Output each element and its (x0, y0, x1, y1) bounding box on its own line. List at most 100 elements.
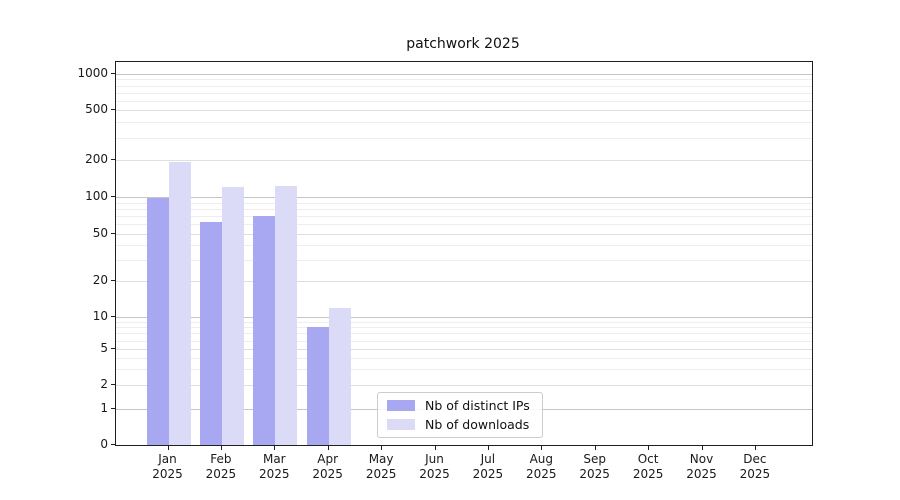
x-tick-label-line: Feb (210, 452, 232, 466)
y-tick-mark (111, 73, 115, 74)
gridline-minor (116, 79, 812, 81)
x-tick-label-apr: Apr 2025 (300, 452, 356, 482)
x-tick-label-line: Jan (158, 452, 177, 466)
x-tick-mark (594, 446, 596, 450)
x-tick-label-line: Mar (262, 452, 286, 466)
x-tick-label-may: May 2025 (353, 452, 409, 482)
x-tick-label-line: Jul (480, 452, 496, 466)
y-tick-mark (111, 109, 115, 110)
x-tick-label-line: 2025 (152, 467, 183, 481)
bar-downloads-mar (275, 185, 298, 445)
gridline-minor (116, 208, 812, 210)
x-tick-label-oct: Oct 2025 (620, 452, 676, 482)
x-tick-label-line: 2025 (579, 467, 610, 481)
y-tick-label: 50 (92, 226, 108, 240)
x-tick-label-mar: Mar 2025 (246, 452, 302, 482)
x-tick-label-aug: Aug 2025 (513, 452, 569, 482)
gridline-major (116, 110, 812, 111)
bar-downloads-feb (221, 187, 244, 445)
bar-distinct-ips-apr (306, 327, 329, 445)
gridline-minor (116, 260, 812, 262)
bar-distinct-ips-mar (253, 216, 276, 445)
bar-distinct-ips-jan (146, 197, 169, 445)
y-tick-label: 1000 (77, 66, 108, 80)
y-tick-label: 1 (100, 401, 108, 415)
y-tick-mark (111, 196, 115, 197)
chart-title: patchwork 2025 (406, 36, 520, 52)
plot-area: Nb of distinct IPs Nb of downloads (115, 61, 813, 446)
y-tick-mark (111, 280, 115, 281)
x-tick-label-dec: Dec 2025 (727, 452, 783, 482)
gridline-major (116, 234, 812, 235)
x-tick-label-jun: Jun 2025 (407, 452, 463, 482)
gridline-minor (116, 245, 812, 247)
y-tick-mark (111, 233, 115, 234)
gridline-minor (116, 357, 812, 359)
gridline-major (116, 160, 812, 161)
legend-label-downloads: Nb of downloads (425, 417, 530, 432)
x-tick-mark (487, 446, 489, 450)
gridline-minor (116, 85, 812, 87)
gridline-minor (116, 333, 812, 335)
gridline-minor (116, 327, 812, 329)
gridline-minor (116, 137, 812, 139)
y-tick-mark (111, 384, 115, 385)
y-tick-label: 100 (85, 189, 108, 203)
x-tick-mark (220, 446, 222, 450)
y-tick-mark (111, 408, 115, 409)
x-tick-label-line: 2025 (259, 467, 290, 481)
x-tick-mark (754, 446, 756, 450)
y-tick-label: 2 (100, 377, 108, 391)
x-tick-label-line: 2025 (419, 467, 450, 481)
bar-downloads-apr (328, 307, 351, 445)
x-tick-label-line: Jun (425, 452, 444, 466)
gridline-decade (116, 74, 812, 75)
y-tick-mark (111, 348, 115, 349)
legend-swatch-distinct-ips-icon (387, 400, 415, 411)
x-tick-label-line: Oct (637, 452, 659, 466)
y-tick-label: 500 (85, 102, 108, 116)
bar-downloads-jan (168, 161, 191, 445)
x-tick-mark (381, 446, 383, 450)
legend-entry-downloads: Nb of downloads (387, 417, 534, 433)
y-tick-mark (111, 444, 115, 445)
gridline-minor (116, 92, 812, 94)
x-tick-mark (167, 446, 169, 450)
x-tick-label-feb: Feb 2025 (193, 452, 249, 482)
x-tick-label-line: 2025 (526, 467, 557, 481)
x-tick-label-line: 2025 (365, 467, 397, 481)
x-tick-label-line: Dec (743, 452, 767, 466)
x-tick-label-line: Nov (689, 452, 714, 466)
x-tick-label-line: 2025 (632, 467, 664, 481)
legend-entry-distinct-ips: Nb of distinct IPs (387, 398, 534, 414)
y-tick-label: 5 (100, 341, 108, 355)
gridline-major (116, 349, 812, 350)
gridline-minor (116, 369, 812, 371)
gridline-major (116, 385, 812, 386)
legend: Nb of distinct IPs Nb of downloads (377, 392, 543, 438)
x-tick-mark (648, 446, 650, 450)
x-tick-label-line: Apr (317, 452, 339, 466)
x-tick-label-line: Aug (529, 452, 554, 466)
x-tick-label-line: 2025 (312, 467, 343, 481)
gridline-major (116, 281, 812, 282)
x-tick-label-jul: Jul 2025 (460, 452, 516, 482)
gridline-minor (116, 224, 812, 226)
x-tick-mark (541, 446, 543, 450)
y-tick-label: 20 (92, 273, 108, 287)
x-tick-label-line: 2025 (205, 467, 237, 481)
x-tick-label-line: May (368, 452, 394, 466)
x-tick-label-line: Sep (583, 452, 606, 466)
x-tick-label-sep: Sep 2025 (567, 452, 623, 482)
gridline-minor (116, 122, 812, 124)
legend-swatch-downloads-icon (387, 419, 415, 430)
gridline-minor (116, 216, 812, 218)
x-tick-label-jan: Jan 2025 (140, 452, 196, 482)
x-tick-label-line: 2025 (472, 467, 504, 481)
gridline-decade (116, 197, 812, 198)
y-tick-mark (111, 316, 115, 317)
x-tick-label-nov: Nov 2025 (674, 452, 730, 482)
legend-label-distinct-ips: Nb of distinct IPs (425, 398, 530, 413)
gridline-minor (116, 321, 812, 323)
